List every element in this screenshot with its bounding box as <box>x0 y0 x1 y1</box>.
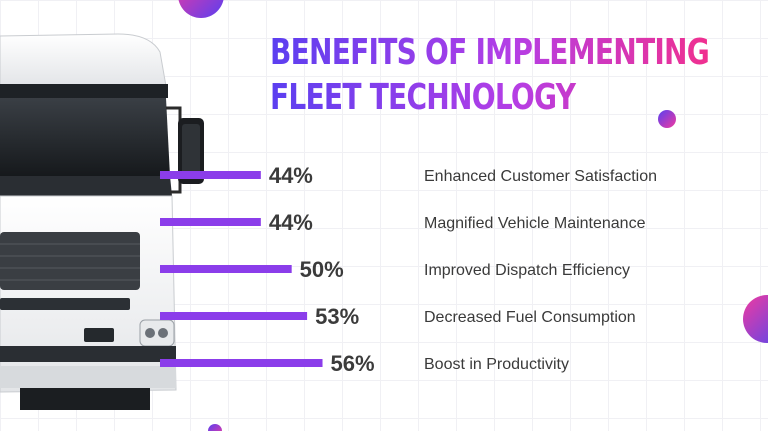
bar-4 <box>160 312 308 320</box>
category-label-4: Decreased Fuel Consumption <box>424 309 636 326</box>
bar-5 <box>160 359 323 367</box>
bar-1 <box>160 171 261 179</box>
decorative-circle <box>178 0 224 18</box>
value-label-3: 50% <box>300 257 344 282</box>
bar-2 <box>160 218 261 226</box>
value-label-1: 44% <box>269 163 313 188</box>
value-label-5: 56% <box>331 351 375 376</box>
value-label-4: 53% <box>315 304 359 329</box>
category-label-2: Magnified Vehicle Maintenance <box>424 215 646 232</box>
decorative-circle <box>658 110 676 128</box>
category-label-3: Improved Dispatch Efficiency <box>424 262 630 279</box>
value-label-2: 44% <box>269 210 313 235</box>
decorative-circle <box>208 424 222 431</box>
truck-illustration <box>0 33 204 410</box>
category-label-1: Enhanced Customer Satisfaction <box>424 168 657 185</box>
bar-3 <box>160 265 292 273</box>
category-label-5: Boost in Productivity <box>424 356 569 373</box>
